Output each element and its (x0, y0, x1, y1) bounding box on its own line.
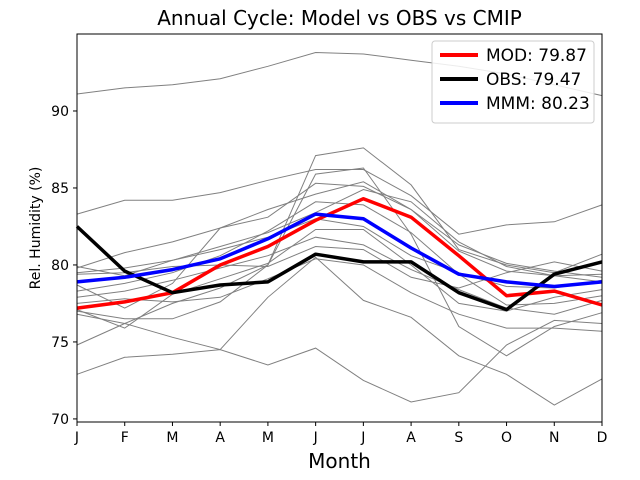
x-tick-label: J (360, 430, 365, 446)
x-tick-label: J (313, 430, 318, 446)
x-tick-label: N (549, 430, 559, 446)
x-tick-label: A (406, 430, 416, 446)
legend-label-mmm: MMM: 80.23 (486, 94, 590, 114)
ensemble-line-model-9 (76, 256, 603, 406)
x-tick-label: J (74, 430, 79, 446)
legend-label-mod: MOD: 79.87 (486, 46, 587, 66)
model-ensemble-lines (76, 51, 603, 406)
y-axis-label: Rel. Humidity (%) (28, 167, 44, 290)
ensemble-line-model-8 (76, 236, 603, 315)
ensemble-line-model-2 (76, 169, 603, 235)
y-tick-label: 70 (51, 412, 69, 428)
x-tick-label: D (597, 430, 608, 446)
x-tick-label: O (501, 430, 512, 446)
x-tick-label: M (262, 430, 274, 446)
y-tick-label: 85 (51, 181, 69, 197)
series-line-obs (75, 225, 603, 312)
series-line-mmm (76, 212, 603, 289)
legend-label-obs: OBS: 79.47 (486, 70, 581, 90)
chart-title: Annual Cycle: Model vs OBS vs CMIP (157, 6, 522, 30)
plot-frame (76, 33, 603, 423)
ensemble-line-model-5 (76, 147, 603, 346)
x-axis-label: Month (308, 449, 371, 473)
ensemble-line-model-6 (76, 218, 603, 289)
y-tick-label: 80 (51, 258, 69, 274)
ensemble-line-model-14 (76, 188, 603, 283)
y-axis: 70 75 80 85 90 (51, 104, 77, 428)
x-tick-label: M (166, 430, 178, 446)
x-tick-label: F (121, 430, 129, 446)
x-tick-label: A (215, 430, 225, 446)
y-tick-label: 75 (51, 335, 69, 351)
legend: MOD: 79.87 OBS: 79.47 MMM: 80.23 (431, 40, 595, 124)
ensemble-line-model-15 (76, 229, 603, 329)
ensemble-line-model-11 (76, 245, 603, 289)
highlight-lines (75, 196, 603, 312)
ensemble-line-model-4 (76, 167, 603, 357)
ensemble-line-model-13 (76, 258, 603, 332)
ensemble-line-model-3 (76, 319, 603, 403)
y-tick-label: 90 (51, 104, 69, 120)
series-line-mod (76, 196, 603, 310)
ensemble-line-model-7 (76, 181, 603, 278)
x-tick-label: S (454, 430, 463, 446)
